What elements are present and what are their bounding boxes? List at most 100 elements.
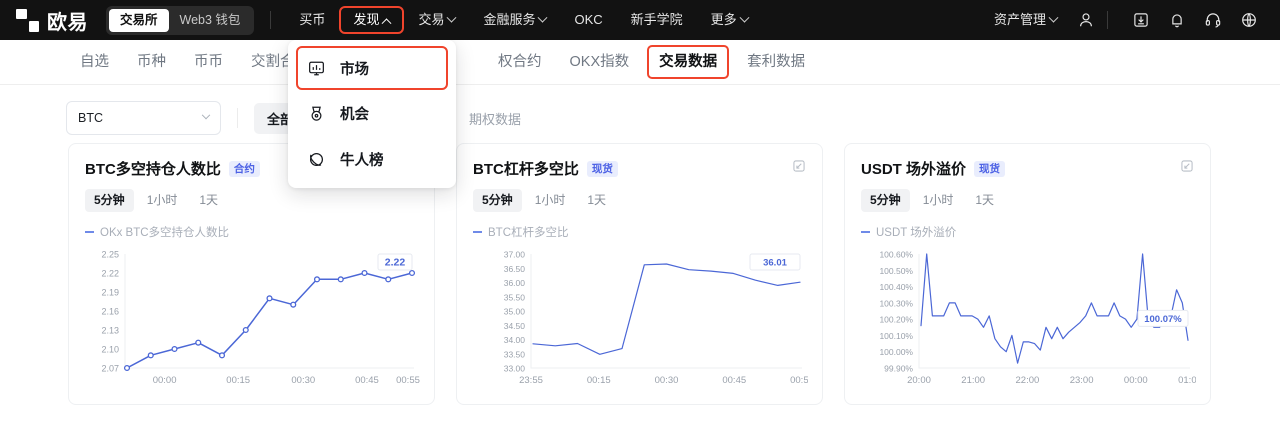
card-header: USDT 场外溢价 现货 [861,158,1194,179]
svg-text:100.30%: 100.30% [879,298,913,308]
nav-item-discover[interactable]: 发现 [339,6,405,34]
svg-text:01:00: 01:00 [1178,375,1196,386]
chevron-down-icon [447,12,457,23]
range-5m[interactable]: 5分钟 [473,189,522,212]
range-selector: 5分钟 1小时 1天 [85,189,418,212]
nav-item-academy[interactable]: 新手学院 [617,6,697,34]
nav-label: 金融服务 [483,12,536,27]
card-badge: 现货 [586,160,618,177]
svg-text:2.13: 2.13 [101,326,119,336]
user-icon[interactable] [1069,5,1103,35]
card-title: BTC杠杆多空比 [473,161,579,178]
svg-text:37.00: 37.00 [504,250,526,260]
market-chart-icon [306,58,326,78]
legend-label: USDT 场外溢价 [876,227,957,239]
svg-text:2.22: 2.22 [101,269,119,279]
nav-item-asset-management[interactable]: 资产管理 [984,6,1067,34]
headset-icon[interactable] [1196,5,1230,35]
range-1d[interactable]: 1天 [587,193,607,207]
card-badge: 现货 [974,160,1006,177]
range-selector: 5分钟 1小时 1天 [861,189,1194,212]
segment-exchange[interactable]: 交易所 [109,8,169,32]
subtab-options[interactable]: 权合约 [498,53,542,70]
subtab-trading-data[interactable]: 交易数据 [647,45,730,79]
bell-icon[interactable] [1160,5,1194,35]
filter-divider [237,108,238,128]
nav-item-more[interactable]: 更多 [697,6,762,34]
nav-item-buy-crypto[interactable]: 买币 [285,6,339,34]
card-title: BTC多空持仓人数比 [85,161,221,178]
chart-card: BTC杠杆多空比 现货 5分钟 1小时 1天 BTC杠杆多空比 37.00 36.… [456,143,823,405]
svg-text:00:30: 00:30 [291,375,315,386]
svg-text:35.00: 35.00 [504,307,526,317]
svg-text:100.60%: 100.60% [879,250,913,260]
range-1h[interactable]: 1小时 [534,193,566,207]
range-1d[interactable]: 1天 [975,193,995,207]
subtab-coins[interactable]: 币种 [137,53,166,70]
dropdown-item-opportunity[interactable]: 机会 [288,90,456,136]
legend-swatch [85,231,94,233]
nav-item-trade[interactable]: 交易 [404,6,469,34]
svg-text:00:15: 00:15 [226,375,250,386]
nav-label: OKC [574,12,603,27]
range-5m[interactable]: 5分钟 [85,189,134,212]
nav-label: 更多 [710,12,737,27]
nav-divider [270,11,272,29]
dropdown-item-market[interactable]: 市场 [296,46,448,90]
globe-icon[interactable] [1232,5,1266,35]
download-icon[interactable] [1124,5,1158,35]
nav-item-okc[interactable]: OKC [560,6,616,34]
range-1d[interactable]: 1天 [199,193,219,207]
chart-card-grid: BTC多空持仓人数比 合约 5分钟 1小时 1天 OKx BTC多空持仓人数比 … [0,137,1280,405]
expand-icon[interactable] [1180,159,1194,178]
coin-select[interactable]: BTC [66,101,221,135]
subtab-arbitrage-data[interactable]: 套利数据 [747,53,806,70]
svg-text:2.19: 2.19 [101,288,119,298]
svg-text:22:00: 22:00 [1016,375,1040,386]
dropdown-item-leaderboard[interactable]: 牛人榜 [288,136,456,182]
nav-divider [1107,11,1108,29]
svg-text:00:45: 00:45 [722,375,746,386]
subtab-favorites[interactable]: 自选 [80,53,109,70]
subtab-spot[interactable]: 币币 [194,53,223,70]
svg-text:99.90%: 99.90% [884,364,913,374]
svg-text:34.00: 34.00 [504,335,526,345]
svg-text:35.50: 35.50 [504,292,526,302]
nav-label: 交易 [418,12,445,27]
svg-text:00:30: 00:30 [655,375,679,386]
segment-web3-wallet[interactable]: Web3 钱包 [179,12,241,27]
svg-text:100.07%: 100.07% [1144,314,1182,325]
range-1h[interactable]: 1小时 [922,193,954,207]
brand-logo[interactable]: 欧易 [16,6,88,35]
range-1h[interactable]: 1小时 [146,193,178,207]
svg-text:36.01: 36.01 [763,258,787,269]
dropdown-item-label: 机会 [340,106,369,123]
legend-label: BTC杠杆多空比 [488,227,569,239]
chart-card: USDT 场外溢价 现货 5分钟 1小时 1天 USDT 场外溢价 100.60… [844,143,1211,405]
svg-text:20:00: 20:00 [907,375,931,386]
svg-text:23:55: 23:55 [519,375,543,386]
svg-text:00:45: 00:45 [355,375,379,386]
filter-row: BTC 全部 期权数据 [0,85,1280,137]
svg-text:36.50: 36.50 [504,264,526,274]
coin-select-value: BTC [78,111,103,125]
svg-text:00:00: 00:00 [153,375,177,386]
svg-text:33.50: 33.50 [504,349,526,359]
line-chart: 2.25 2.22 2.19 2.16 2.13 2.10 2.07 00:00 00:15 00… [85,246,420,388]
product-switch[interactable]: 交易所 Web3 钱包 [106,5,255,35]
subtab-okx-index[interactable]: OKX指数 [569,53,630,70]
expand-icon[interactable] [792,159,806,178]
svg-text:100.10%: 100.10% [879,331,913,341]
sub-navigation-bar: 自选 币种 币币 交割合约 权合约 OKX指数 交易数据 套利数据 [0,40,1280,85]
nav-item-financial-services[interactable]: 金融服务 [469,6,560,34]
svg-text:33.00: 33.00 [504,364,526,374]
nav-label: 新手学院 [630,12,683,27]
filter-chip-options-data[interactable]: 期权数据 [469,111,522,127]
nav-label: 发现 [353,12,380,27]
top-navigation-bar: 欧易 交易所 Web3 钱包 买币 发现 交易 金融服务 OKC 新手学院 更多 [0,0,1280,40]
range-5m[interactable]: 5分钟 [861,189,910,212]
card-title: USDT 场外溢价 [861,161,967,178]
svg-text:00:55: 00:55 [790,375,808,386]
legend-swatch [473,231,482,233]
svg-text:21:00: 21:00 [961,375,985,386]
